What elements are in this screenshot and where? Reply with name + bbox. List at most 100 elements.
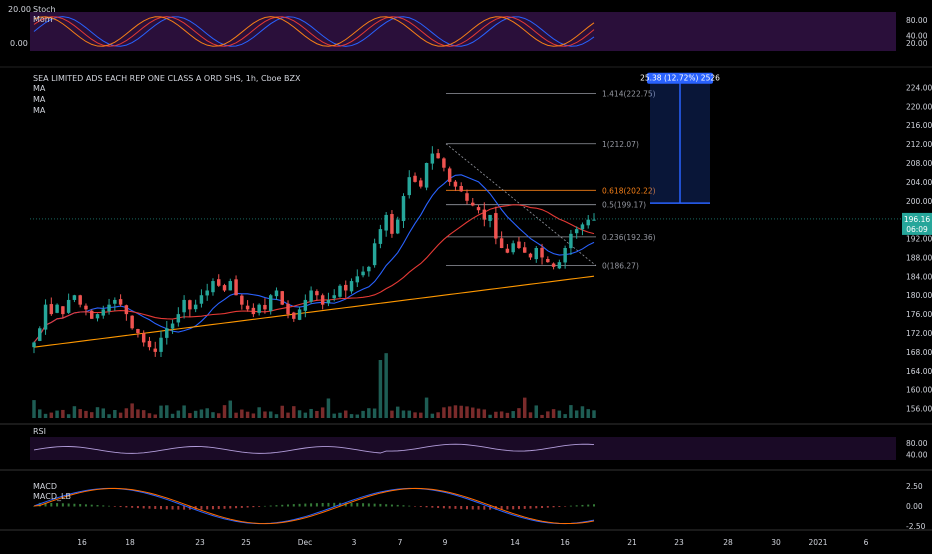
volume-bar: [465, 406, 469, 418]
macd-histogram-bar: [165, 506, 168, 510]
macd-histogram-bar: [56, 503, 59, 507]
macd-histogram-bar: [61, 503, 64, 507]
macd-histogram-bar: [229, 506, 232, 509]
volume-bar: [32, 400, 36, 418]
macd-histogram-bar: [183, 506, 186, 510]
macd-histogram-bar: [587, 504, 590, 507]
candle-body: [540, 247, 544, 258]
price-axis-label: 200.00: [906, 197, 932, 206]
candle-body: [522, 247, 527, 253]
ma-label-1: MA: [33, 84, 46, 93]
stoch-line: [33, 16, 595, 47]
volume-bar: [367, 408, 371, 418]
volume-bar: [211, 412, 215, 418]
candle-body: [292, 312, 296, 319]
volume-bar: [551, 409, 556, 418]
macd-histogram-bar: [240, 506, 243, 508]
current-price-tag: [902, 212, 932, 235]
rsi-label: RSI: [33, 427, 46, 436]
candle-body: [38, 328, 42, 341]
candle-body: [130, 315, 134, 329]
volume-bar: [153, 414, 157, 418]
candle-body: [199, 295, 204, 304]
stoch-left-tick-top: 20.00: [8, 5, 31, 14]
candle-body: [49, 304, 54, 315]
volume-bar: [141, 410, 146, 418]
candle-body: [459, 186, 463, 192]
macd-histogram-bar: [102, 505, 105, 507]
rsi-polyline: [33, 443, 595, 454]
candle-body: [245, 305, 250, 310]
candle-body: [476, 207, 481, 211]
candle-body: [205, 290, 209, 296]
volume-bar: [240, 409, 244, 418]
candle-body: [165, 328, 169, 338]
volume-bar: [280, 405, 284, 418]
volume-bar: [193, 410, 198, 418]
candle-body: [153, 348, 157, 352]
macd-histogram-bar: [517, 506, 520, 510]
volume-bar: [320, 407, 325, 418]
candle-body: [315, 291, 319, 296]
macd-histogram-bar: [506, 506, 509, 510]
volume-bar: [61, 409, 65, 418]
candle-body: [471, 202, 475, 206]
candle-body: [447, 168, 452, 182]
price-axis-label: 188.00: [906, 253, 932, 262]
volume-bar: [522, 397, 527, 418]
macd-histogram-bar: [408, 505, 411, 507]
candlesticks: [32, 146, 596, 358]
candle-body: [257, 304, 261, 313]
volume-bar: [494, 411, 498, 418]
macd-histogram-bar: [108, 505, 111, 507]
macd-histogram-bar: [546, 506, 549, 508]
candle-body: [569, 233, 573, 249]
macd-histogram-bar: [367, 503, 370, 507]
candle-body: [436, 153, 440, 159]
volume-bar: [534, 405, 538, 418]
volume-bar: [49, 412, 54, 418]
candle-body: [367, 266, 371, 272]
x-axis-label: Dec: [298, 538, 313, 547]
volume-bar: [257, 407, 261, 418]
x-axis-label: 7: [398, 538, 403, 547]
volume-bar: [574, 410, 579, 418]
stoch-left-tick-bottom: 0.00: [10, 39, 28, 48]
fib-level-label: 0.236(192.36): [602, 233, 656, 242]
volume-bar: [101, 408, 106, 418]
candle-body: [286, 303, 290, 315]
macd-axis-label: 2.50: [906, 482, 923, 491]
macd-histogram-bar: [84, 504, 87, 507]
stoch-axis-label: 20.00: [906, 39, 928, 48]
volume-bar: [234, 412, 238, 418]
volume-bar: [355, 414, 360, 418]
candle-body: [72, 295, 77, 300]
x-axis-label: 16: [560, 538, 570, 547]
volume-bar: [72, 406, 77, 418]
candle-body: [505, 248, 510, 253]
candle-body: [32, 342, 36, 348]
ma-label-2: MA: [33, 95, 46, 104]
volume-bar: [165, 405, 169, 418]
volume-bar: [338, 412, 342, 418]
volume-bar: [436, 412, 440, 418]
volume-bar: [378, 360, 383, 418]
macd-label: MACD: [33, 482, 57, 491]
volume-bar: [217, 413, 221, 418]
candle-body: [297, 309, 302, 320]
macd-histogram-bar: [252, 506, 255, 508]
candle-body: [274, 290, 279, 297]
measure-label: 25.38 (12.72%) 2526: [640, 74, 720, 83]
candle-body: [141, 333, 146, 343]
candle-body: [574, 229, 579, 234]
stoch-line: [33, 16, 595, 47]
rsi-axis-label: 80.00: [906, 439, 928, 448]
x-axis-label: 2021: [808, 538, 827, 547]
macd-signal-line: [33, 487, 595, 525]
price-range-measure: 25.38 (12.72%) 2526: [640, 72, 720, 204]
candle-body: [332, 295, 336, 299]
volume-bar: [413, 412, 417, 418]
price-axis-label: 160.00: [906, 386, 932, 395]
fib-level-label: 0(186.27): [602, 262, 639, 271]
